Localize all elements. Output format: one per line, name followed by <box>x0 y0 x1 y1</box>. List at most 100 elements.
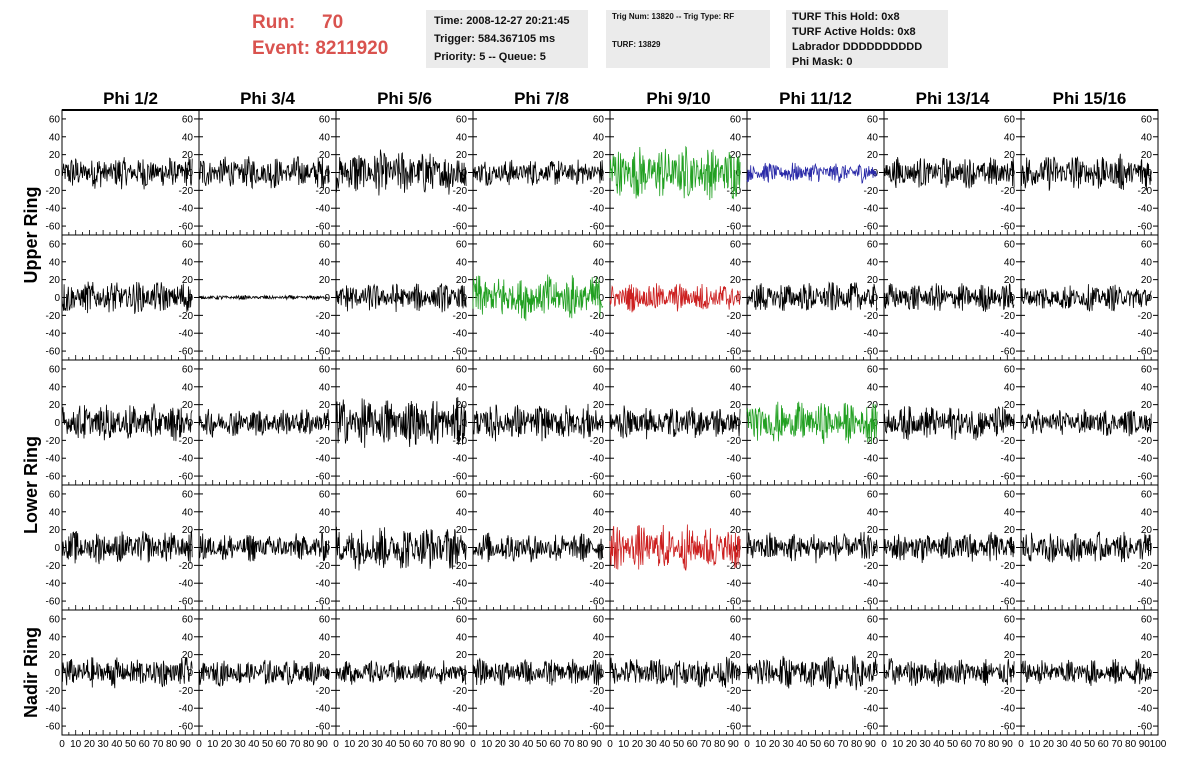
waveform-trace <box>746 162 878 184</box>
waveform-trace <box>198 532 330 562</box>
y-tick-label: -20 <box>179 186 194 197</box>
y-tick-label: 20 <box>867 275 879 286</box>
y-tick-label: 40 <box>1141 507 1153 518</box>
x-tick-label: 90 <box>1139 739 1151 750</box>
y-tick-label: -40 <box>179 454 194 465</box>
x-tick-label: 100 <box>1150 739 1167 750</box>
waveform-trace <box>1020 658 1152 686</box>
x-tick-label: 20 <box>632 739 644 750</box>
waveform-trace <box>472 532 604 563</box>
y-tick-label: 20 <box>1004 525 1016 536</box>
waveform-trace <box>472 274 604 321</box>
x-tick-label: 0 <box>607 739 613 750</box>
y-tick-label: -20 <box>1138 436 1153 447</box>
y-tick-label: 0 <box>1009 668 1015 679</box>
row-label: Upper Ring <box>21 187 41 284</box>
y-tick-label: -20 <box>179 686 194 697</box>
y-tick-label: 0 <box>1146 543 1152 554</box>
x-tick-label: 50 <box>947 739 959 750</box>
panel-frame <box>335 609 474 736</box>
turf-active-holds-text: TURF Active Holds: 0x8 <box>792 26 916 38</box>
y-tick-label: -60 <box>1138 222 1153 233</box>
y-tick-label: -20 <box>1001 436 1016 447</box>
y-tick-label: -60 <box>590 347 605 358</box>
y-tick-label: 40 <box>1004 132 1016 143</box>
y-tick-label: 20 <box>1004 400 1016 411</box>
waveform-trace <box>335 397 467 448</box>
waveform-trace <box>883 405 1015 441</box>
y-tick-label: 60 <box>730 614 742 625</box>
x-tick-label: 30 <box>98 739 110 750</box>
x-tick-label: 10 <box>70 739 82 750</box>
y-tick-label: -20 <box>590 186 605 197</box>
run-event-label: Run: 70 Event: 8211920 <box>252 10 388 62</box>
x-tick-label: 20 <box>769 739 781 750</box>
y-tick-label: 20 <box>867 150 879 161</box>
y-tick-label: -60 <box>179 472 194 483</box>
x-tick-label: 90 <box>454 739 466 750</box>
y-tick-label: -40 <box>46 454 61 465</box>
x-tick-label: 50 <box>673 739 685 750</box>
y-tick-label: -40 <box>1138 454 1153 465</box>
y-tick-label: -60 <box>46 472 61 483</box>
y-tick-label: -60 <box>1001 222 1016 233</box>
y-tick-label: -60 <box>179 222 194 233</box>
y-tick-label: -60 <box>46 722 61 733</box>
y-tick-label: 20 <box>1141 150 1153 161</box>
x-tick-label: 60 <box>1098 739 1110 750</box>
x-tick-label: 30 <box>235 739 247 750</box>
y-tick-label: 60 <box>319 614 331 625</box>
y-tick-label: 40 <box>593 632 605 643</box>
y-tick-label: 40 <box>730 132 742 143</box>
y-tick-label: -60 <box>453 347 468 358</box>
y-tick-label: -40 <box>1001 204 1016 215</box>
x-tick-label: 10 <box>892 739 904 750</box>
y-tick-label: 60 <box>730 114 742 125</box>
y-tick-label: -40 <box>590 329 605 340</box>
y-tick-label: 60 <box>319 364 331 375</box>
y-tick-label: 40 <box>319 257 331 268</box>
y-tick-label: -40 <box>453 454 468 465</box>
y-tick-label: 20 <box>730 650 742 661</box>
y-tick-label: 20 <box>1004 650 1016 661</box>
y-tick-label: 60 <box>1004 489 1016 500</box>
event-label: Event: <box>252 38 311 59</box>
waveform-trace <box>883 658 1015 687</box>
phi-mask-text: Phi Mask: 0 <box>792 56 853 68</box>
x-tick-label: 60 <box>824 739 836 750</box>
y-tick-label: -20 <box>1138 311 1153 322</box>
run-value: 70 <box>322 12 344 33</box>
y-tick-label: 20 <box>182 400 194 411</box>
x-tick-label: 20 <box>221 739 233 750</box>
y-tick-label: -20 <box>46 436 61 447</box>
panel-frame <box>1020 234 1159 361</box>
x-tick-label: 30 <box>783 739 795 750</box>
column-header: Phi 15/16 <box>1053 89 1127 108</box>
y-tick-label: 0 <box>54 418 60 429</box>
x-tick-label: 50 <box>125 739 137 750</box>
y-tick-label: 60 <box>593 364 605 375</box>
y-tick-label: 40 <box>182 507 194 518</box>
run-label: Run: <box>252 12 296 33</box>
y-tick-label: 60 <box>1141 614 1153 625</box>
row-label: Nadir Ring <box>21 627 41 718</box>
y-tick-label: 20 <box>319 650 331 661</box>
y-tick-label: -60 <box>1138 597 1153 608</box>
y-tick-label: -40 <box>46 329 61 340</box>
turf-hold-info-box: TURF This Hold: 0x8 TURF Active Holds: 0… <box>786 10 948 68</box>
y-tick-label: -60 <box>727 222 742 233</box>
y-tick-label: 40 <box>182 257 194 268</box>
y-tick-label: 40 <box>1004 632 1016 643</box>
y-tick-label: 40 <box>456 382 468 393</box>
y-tick-label: -60 <box>864 597 879 608</box>
